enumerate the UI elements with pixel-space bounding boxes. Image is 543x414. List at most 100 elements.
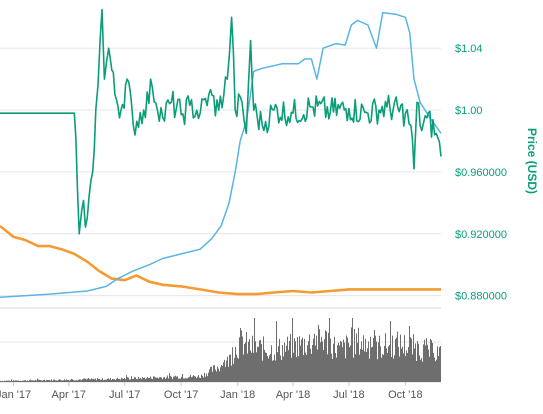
volume-bar	[330, 338, 331, 382]
volume-bar	[370, 336, 371, 382]
volume-bar	[251, 352, 252, 382]
volume-bar	[83, 378, 84, 382]
volume-bar	[117, 377, 118, 382]
volume-bar	[10, 381, 11, 382]
volume-bar	[290, 333, 291, 382]
volume-bar	[49, 379, 50, 382]
y-tick-label: $0.960000	[455, 167, 507, 179]
volume-bar	[299, 336, 300, 382]
volume-bar	[171, 376, 172, 382]
volume-bar	[280, 355, 281, 382]
volume-bar	[195, 376, 196, 382]
volume-bar	[3, 381, 4, 382]
volume-bar	[75, 380, 76, 382]
volume-bar	[323, 349, 324, 382]
volume-bar	[422, 361, 423, 382]
volume-bar	[46, 379, 47, 382]
volume-bar	[185, 378, 186, 382]
volume-bar	[369, 358, 370, 382]
volume-bar	[405, 356, 406, 382]
volume-bar	[241, 330, 242, 382]
volume-bar	[126, 375, 127, 382]
volume-bar	[170, 375, 171, 382]
series-line-price-btc	[0, 224, 441, 296]
volume-bar	[129, 379, 130, 382]
volume-bar	[298, 356, 299, 382]
volume-bar	[256, 352, 257, 382]
volume-bar	[228, 366, 229, 382]
volume-bar	[12, 381, 13, 382]
volume-bar	[5, 380, 6, 382]
volume-bar	[315, 345, 316, 382]
volume-bar	[181, 376, 182, 382]
volume-bar	[165, 378, 166, 382]
volume-bar	[338, 342, 339, 382]
volume-bar	[101, 379, 102, 382]
volume-bar	[276, 321, 277, 382]
volume-bar	[164, 376, 165, 382]
volume-bar	[420, 359, 421, 382]
volume-bar	[294, 338, 295, 382]
volume-bar	[11, 379, 12, 382]
volume-bar	[233, 363, 234, 382]
volume-bar	[56, 380, 57, 382]
volume-bar	[406, 350, 407, 382]
volume-bar	[431, 340, 432, 382]
volume-bar	[34, 380, 35, 382]
volume-bar	[408, 347, 409, 382]
volume-bar	[356, 333, 357, 382]
y-axis-title: Price (USD)	[525, 128, 539, 194]
volume-bar	[365, 338, 366, 382]
volume-bar	[60, 379, 61, 382]
volume-bar	[188, 377, 189, 382]
volume-bar	[388, 346, 389, 382]
volume-bar	[411, 338, 412, 382]
volume-bar	[136, 378, 137, 382]
volume-bar	[413, 334, 414, 382]
volume-bar	[98, 378, 99, 382]
x-tick-label: Jan '18	[220, 389, 255, 401]
volume-bar	[235, 346, 236, 382]
volume-bar	[416, 361, 417, 382]
volume-bar	[335, 353, 336, 382]
volume-bar	[24, 380, 25, 382]
volume-bar	[322, 341, 323, 382]
volume-bar	[230, 354, 231, 382]
volume-bar	[150, 376, 151, 382]
volume-bar	[346, 335, 347, 382]
volume-bar	[329, 318, 330, 382]
volume-bar	[44, 379, 45, 382]
volume-bar	[139, 378, 140, 382]
volume-bar	[301, 339, 302, 382]
volume-bar	[390, 320, 391, 382]
volume-bar	[347, 337, 348, 382]
volume-bar	[417, 340, 418, 382]
volume-bar	[277, 352, 278, 382]
volume-bar	[394, 355, 395, 382]
volume-bar	[99, 378, 100, 382]
volume-bar	[286, 345, 287, 382]
volume-bar	[35, 379, 36, 382]
volume-bar	[103, 380, 104, 382]
volume-bar	[278, 346, 279, 382]
volume-bar	[292, 318, 293, 382]
volume-bar	[283, 356, 284, 382]
volume-bar	[169, 372, 170, 382]
volume-bar	[357, 342, 358, 382]
volume-bar	[255, 341, 256, 382]
volume-bar	[401, 348, 402, 382]
volume-bar	[38, 379, 39, 382]
volume-bar	[340, 340, 341, 382]
volume-bar	[397, 331, 398, 382]
volume-bar	[421, 357, 422, 382]
volume-bar	[50, 380, 51, 382]
volume-bar	[138, 376, 139, 382]
volume-bar	[427, 344, 428, 382]
x-tick-label: Jul '17	[109, 389, 140, 401]
volume-bar	[440, 346, 441, 382]
volume-bar	[51, 379, 52, 382]
volume-bar	[63, 380, 64, 382]
volume-bar	[166, 377, 167, 382]
volume-bar	[332, 358, 333, 382]
